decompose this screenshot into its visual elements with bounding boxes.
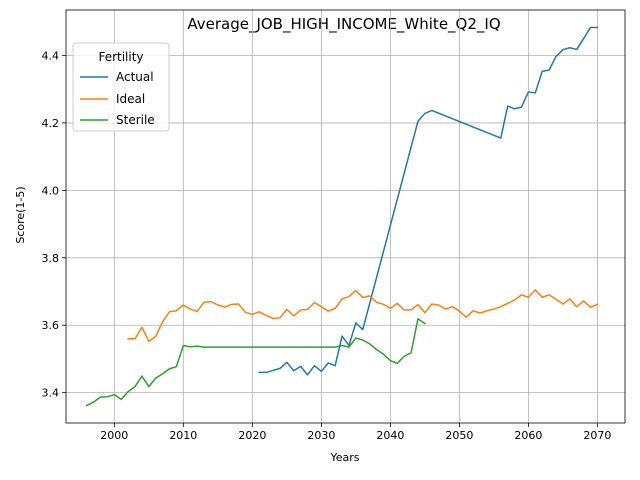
y-tick-label: 3.6: [42, 319, 60, 332]
legend-frame: [72, 42, 170, 132]
y-tick-label: 4.0: [42, 184, 60, 197]
legend-entry-ideal: Ideal: [116, 92, 145, 106]
x-tick-label: 2020: [238, 429, 266, 442]
legend-entry-actual: Actual: [116, 70, 154, 84]
series-line-ideal: [127, 289, 599, 343]
series-line-sterile: [85, 318, 426, 407]
x-tick-label: 2070: [583, 429, 611, 442]
grid-layer: [66, 10, 625, 423]
plot-area-frame: [65, 9, 626, 424]
x-tick-label: 2060: [514, 429, 542, 442]
y-axis-label: Score(1-5): [14, 186, 27, 243]
x-tick-label: 2010: [169, 429, 197, 442]
chart-title: Average_JOB_HIGH_INCOME_White_Q2_IQ: [187, 15, 500, 34]
legend: Fertility Actual Ideal Sterile: [72, 42, 170, 132]
x-axis-label: Years: [329, 451, 359, 464]
series-layer: [85, 26, 599, 407]
x-tick-label: 2050: [445, 429, 473, 442]
x-tick-label: 2030: [307, 429, 335, 442]
series-line-actual: [258, 26, 599, 376]
legend-title: Fertility: [98, 50, 143, 64]
legend-entry-sterile: Sterile: [116, 113, 155, 127]
x-tick-label: 2000: [100, 429, 128, 442]
y-tick-label: 3.8: [42, 252, 60, 265]
x-tick-label: 2040: [376, 429, 404, 442]
y-tick-label: 4.4: [42, 50, 60, 63]
tick-layer: 2000 2010 2020 2030 2040 2050 2060 2070 3.4 3.6 3.…: [42, 50, 612, 442]
y-tick-label: 3.4: [42, 387, 60, 400]
y-tick-label: 4.2: [42, 117, 60, 130]
